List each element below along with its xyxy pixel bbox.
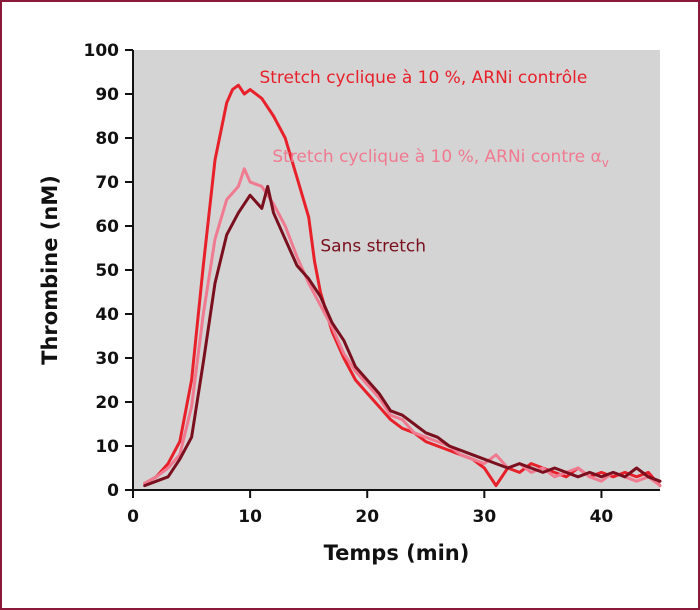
- x-tick-label: 20: [355, 507, 379, 527]
- series-label-text: Stretch cyclique à 10 %, ARNi contre α: [272, 147, 601, 167]
- y-axis-title: Thrombine (nM): [38, 175, 62, 365]
- x-tick-label: 30: [472, 507, 496, 527]
- y-tick-label: 30: [95, 349, 119, 369]
- y-tick-label: 40: [95, 305, 119, 325]
- y-tick-label: 10: [95, 437, 119, 457]
- series-line-1: [143, 83, 662, 488]
- y-tick-label: 50: [95, 261, 119, 281]
- series-label-subscript: v: [602, 156, 609, 170]
- x-tick-label: 40: [590, 507, 614, 527]
- y-tick-label: 20: [95, 393, 119, 413]
- y-tick-label: 70: [95, 173, 119, 193]
- series-line-3: [143, 184, 662, 488]
- axes-layer: 0 10 20 30 40 50 60 70 80 90 100 0 10 20 30 40: [84, 41, 660, 527]
- series-label-2: Stretch cyclique à 10 %, ARNi contre αv: [272, 147, 608, 170]
- series-labels: Stretch cyclique à 10 %, ARNi contrôle St…: [259, 68, 608, 257]
- y-tick-label: 60: [95, 217, 119, 237]
- x-axis-title: Temps (min): [324, 541, 470, 565]
- series-line-2: [143, 167, 662, 488]
- y-tick-label: 90: [95, 85, 119, 105]
- x-tick-label: 0: [127, 507, 139, 527]
- x-tick-label: 10: [238, 507, 262, 527]
- y-tick-label: 100: [84, 41, 120, 61]
- series-label-3: Sans stretch: [320, 237, 426, 257]
- series-label-text: Stretch cyclique à 10 %, ARNi contrôle: [259, 68, 587, 88]
- series-label-1: Stretch cyclique à 10 %, ARNi contrôle: [259, 68, 587, 88]
- series-label-text: Sans stretch: [320, 237, 426, 257]
- series-layer: [143, 83, 662, 488]
- y-tick-label: 0: [107, 481, 119, 501]
- y-tick-label: 80: [95, 129, 119, 149]
